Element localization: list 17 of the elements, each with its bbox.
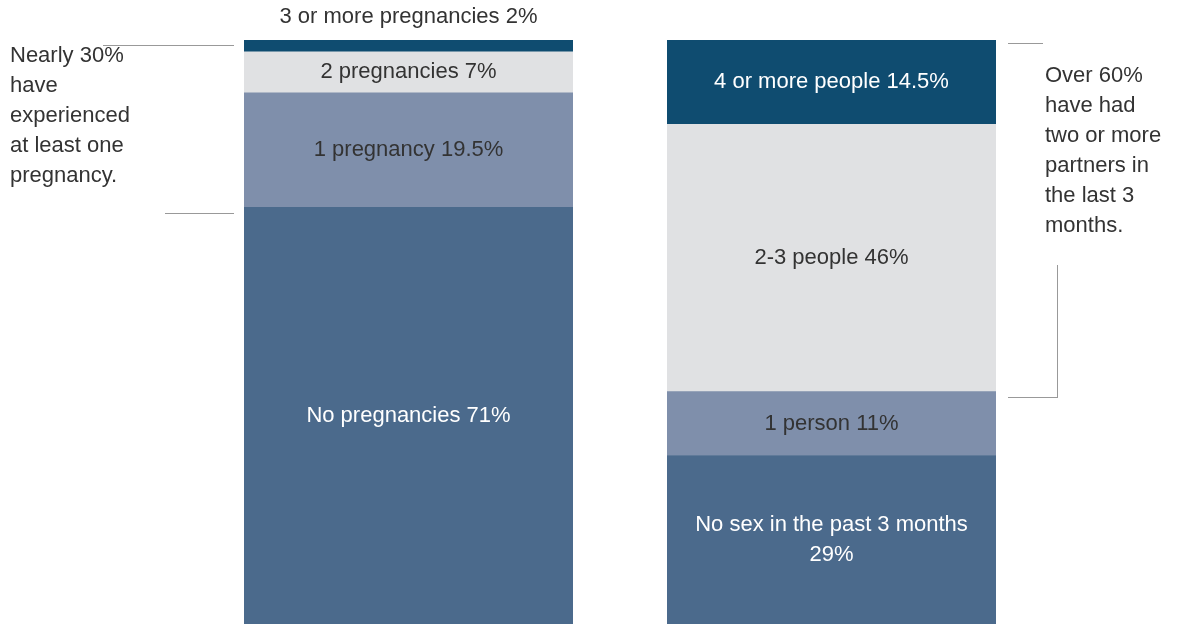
bar xyxy=(667,123,996,392)
data-label: 1 person 11% xyxy=(764,409,899,435)
bar xyxy=(667,40,996,125)
data-label: 2-3 people 46% xyxy=(754,243,909,269)
data-label: 1 pregnancy 19.5% xyxy=(313,136,504,162)
bar xyxy=(244,40,573,53)
bar xyxy=(244,92,573,208)
bar xyxy=(244,206,573,624)
data-label: 3 or more pregnancies 2% xyxy=(279,3,538,29)
bar xyxy=(667,455,996,624)
text: Nearly 30% have experienced at least one pregnancy. xyxy=(10,41,130,189)
data-label: 4 or more people 14.5% xyxy=(714,68,949,94)
data-label: No sex in the past 3 months 29% xyxy=(695,510,968,566)
data-label: 2 pregnancies 7% xyxy=(320,58,497,84)
bar xyxy=(667,391,996,456)
text: Over 60% have had two or more partners in the last 3 months. xyxy=(1045,61,1163,239)
data-label: No pregnancies 71% xyxy=(306,401,511,427)
